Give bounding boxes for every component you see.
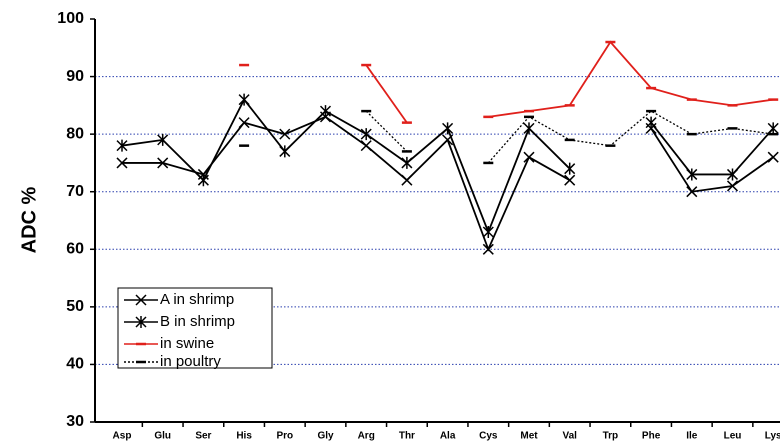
y-tick-label: 60 — [66, 241, 84, 258]
x-tick-label: Lys — [765, 431, 780, 442]
x-tick-label: Pro — [276, 431, 293, 442]
marker — [360, 128, 372, 141]
y-tick-label: 80 — [66, 125, 84, 142]
x-tick-label: His — [236, 431, 252, 442]
marker — [523, 151, 535, 163]
marker — [686, 168, 698, 181]
marker — [523, 122, 535, 135]
x-tick-label: Asp — [113, 431, 132, 442]
x-tick-label: Met — [520, 431, 538, 442]
marker — [726, 168, 739, 181]
marker — [116, 157, 128, 169]
x-tick-label: Ile — [686, 431, 698, 442]
marker — [238, 117, 250, 129]
marker — [279, 128, 291, 140]
x-tick-label: Val — [562, 431, 577, 442]
y-tick-label: 90 — [66, 68, 84, 85]
legend-label: in poultry — [160, 353, 221, 370]
marker — [482, 243, 494, 255]
marker — [360, 140, 372, 152]
marker — [564, 174, 576, 186]
x-tick-label: Trp — [603, 431, 619, 442]
marker — [401, 156, 413, 169]
legend-label: A in shrimp — [160, 291, 234, 308]
marker — [197, 174, 209, 187]
x-tick-label: Gly — [317, 431, 334, 442]
marker — [767, 151, 779, 163]
y-tick-label: 50 — [66, 298, 84, 315]
x-tick-label: Phe — [642, 431, 661, 442]
y-tick-label: 70 — [66, 183, 84, 200]
series-line — [365, 40, 774, 124]
x-tick-label: Arg — [358, 431, 375, 442]
marker — [442, 122, 454, 135]
legend-marker — [135, 316, 147, 328]
legend — [117, 287, 273, 369]
marker — [157, 157, 169, 169]
x-tick-label: Ala — [440, 431, 456, 442]
series-line — [121, 97, 774, 235]
marker — [767, 122, 779, 135]
y-axis-label: ADC % — [18, 186, 40, 253]
x-tick-label: Glu — [154, 431, 171, 442]
x-tick-label: Thr — [399, 431, 415, 442]
y-tick-label: 40 — [66, 356, 84, 373]
marker — [157, 133, 169, 146]
y-tick-label: 30 — [66, 413, 84, 430]
marker — [482, 226, 494, 239]
marker — [319, 105, 332, 118]
marker — [686, 186, 698, 198]
marker — [401, 174, 413, 186]
legend-label: B in shrimp — [160, 313, 235, 330]
y-tick-label: 100 — [57, 10, 84, 27]
marker — [116, 139, 128, 152]
marker — [645, 116, 657, 129]
x-tick-label: Ser — [195, 431, 211, 442]
marker — [279, 145, 291, 158]
x-tick-label: Cys — [479, 431, 498, 442]
marker — [564, 162, 576, 175]
marker — [238, 93, 250, 106]
series-line — [365, 110, 774, 164]
legend-label: in swine — [160, 335, 214, 352]
legend-marker — [135, 294, 147, 306]
marker — [726, 180, 739, 192]
x-tick-label: Leu — [724, 431, 742, 442]
